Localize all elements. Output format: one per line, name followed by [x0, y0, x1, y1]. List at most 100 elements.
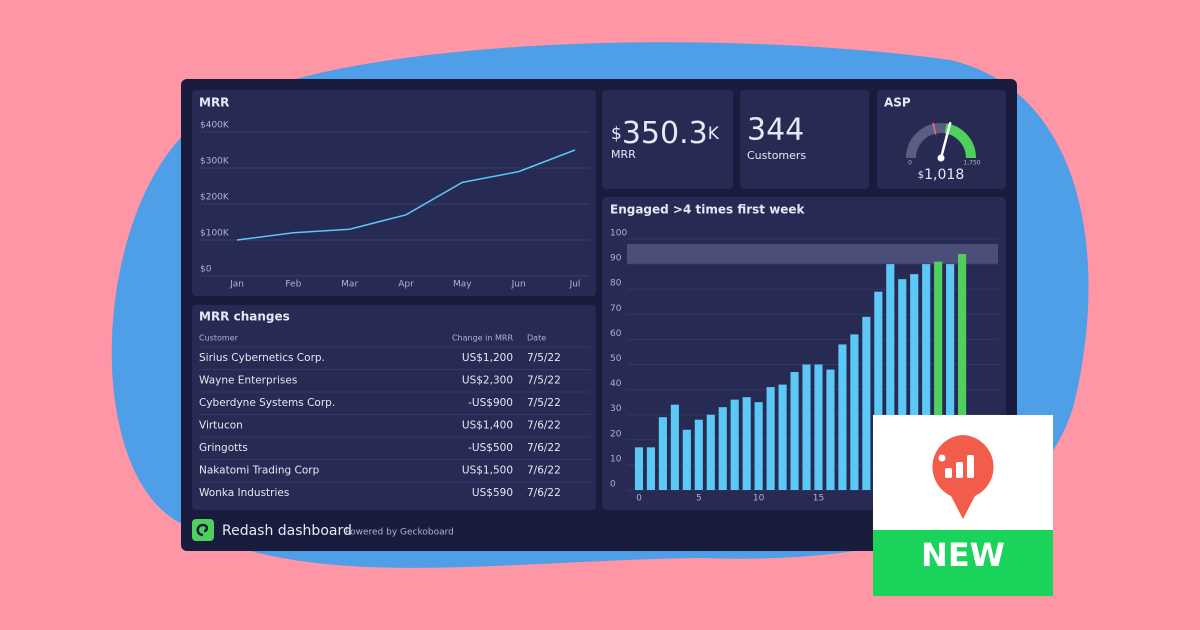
- bar: [778, 384, 787, 490]
- x-tick-label: 0: [636, 494, 642, 504]
- bar: [718, 407, 727, 490]
- badge-label: NEW: [921, 536, 1005, 574]
- y-tick-label: 90: [610, 254, 622, 264]
- y-tick-label: 0: [610, 480, 616, 490]
- icon-dot: [938, 454, 946, 462]
- cell-change: -US$900: [468, 397, 513, 409]
- y-tick-label: $0: [200, 265, 212, 275]
- bar: [898, 279, 907, 490]
- badge-icon: [932, 435, 994, 519]
- cell-date: 7/5/22: [527, 397, 561, 409]
- bar: [646, 447, 656, 490]
- y-tick-label: 30: [610, 404, 622, 414]
- gauge-marker: [932, 122, 937, 135]
- panel-title: ASP: [884, 96, 911, 110]
- panel-title: MRR changes: [199, 310, 290, 324]
- x-tick-label: Jul: [569, 280, 581, 290]
- cell-date: 7/6/22: [527, 465, 561, 477]
- bar: [814, 364, 823, 490]
- bar: [826, 369, 835, 490]
- badge-footer: [873, 530, 1053, 596]
- cell-date: 7/6/22: [527, 442, 561, 454]
- bar: [766, 387, 775, 490]
- kpi-value: $350.3K: [611, 116, 720, 151]
- bar: [802, 364, 811, 490]
- x-tick-label: Apr: [398, 280, 414, 290]
- cell-date: 7/6/22: [527, 487, 561, 499]
- kpi-label: MRR: [611, 148, 636, 161]
- cell-change: US$590: [472, 487, 513, 499]
- bar: [850, 334, 859, 490]
- bar: [706, 414, 715, 490]
- y-tick-label: 20: [610, 429, 622, 439]
- y-tick-label: $400K: [200, 121, 230, 131]
- panel: [740, 90, 869, 189]
- bar: [670, 404, 679, 490]
- cell-date: 7/6/22: [527, 420, 561, 432]
- gauge-min-label: 0: [908, 160, 912, 167]
- column-header: Customer: [199, 334, 239, 343]
- cell-change: -US$500: [468, 442, 513, 454]
- bar: [682, 429, 691, 490]
- icon-bar: [945, 468, 952, 478]
- kpi-prefix: $: [611, 124, 622, 144]
- y-tick-label: 100: [610, 229, 627, 239]
- bar: [754, 402, 763, 490]
- panel-title: MRR: [199, 96, 229, 110]
- panel-title: Engaged >4 times first week: [610, 203, 806, 217]
- gauge-number: 1,018: [924, 167, 964, 183]
- y-tick-label: 10: [610, 454, 622, 464]
- panel: [192, 90, 596, 296]
- bar: [730, 399, 739, 490]
- kpi-suffix: K: [708, 124, 720, 144]
- kpi-label: Customers: [747, 149, 806, 162]
- powered-by: Powered by Geckoboard: [345, 528, 454, 538]
- y-tick-label: 80: [610, 279, 622, 289]
- x-tick-label: 15: [813, 494, 824, 504]
- cell-change: US$1,500: [462, 465, 513, 477]
- y-tick-label: 50: [610, 354, 622, 364]
- dashboard-title: Redash dashboard: [222, 523, 352, 539]
- cell-customer: Sirius Cybernetics Corp.: [199, 352, 325, 364]
- icon-bar: [956, 462, 963, 478]
- cell-customer: Nakatomi Trading Corp: [199, 465, 320, 477]
- x-tick-label: 10: [753, 494, 765, 504]
- cell-change: US$1,400: [462, 420, 513, 432]
- cell-date: 7/5/22: [527, 352, 561, 364]
- x-tick-label: May: [453, 280, 472, 290]
- bar: [886, 264, 895, 490]
- y-tick-label: $100K: [200, 229, 230, 239]
- line: [236, 149, 576, 241]
- column-header: Date: [527, 334, 546, 343]
- cell-customer: Virtucon: [199, 420, 243, 432]
- cell-change: US$2,300: [462, 375, 513, 387]
- bar: [742, 397, 751, 490]
- bar: [838, 344, 847, 490]
- y-tick-label: 70: [610, 304, 622, 314]
- bar: [658, 417, 667, 490]
- x-tick-label: Feb: [285, 280, 301, 290]
- y-tick-label: $200K: [200, 193, 230, 203]
- panel: [877, 90, 1006, 189]
- bar: [910, 274, 919, 490]
- x-tick-label: 5: [696, 494, 702, 504]
- bar: [694, 419, 703, 490]
- column-header: Change in MRR: [452, 334, 513, 343]
- cell-date: 7/5/22: [527, 375, 561, 387]
- gauge-max-label: 1,750: [963, 160, 980, 167]
- y-tick-label: 40: [610, 379, 622, 389]
- cell-customer: Wayne Enterprises: [199, 375, 297, 387]
- cell-customer: Wonka Industries: [199, 487, 289, 499]
- kpi-number: 350.3: [622, 116, 708, 151]
- bar: [862, 316, 871, 490]
- gauge-hub: [937, 154, 945, 162]
- logo-swirl: [196, 523, 209, 537]
- bar: [922, 264, 931, 490]
- bar: [790, 372, 799, 490]
- y-tick-label: $300K: [200, 157, 230, 167]
- panel: [192, 305, 596, 510]
- cell-customer: Gringotts: [199, 442, 248, 454]
- gauge-prefix: $: [918, 170, 924, 181]
